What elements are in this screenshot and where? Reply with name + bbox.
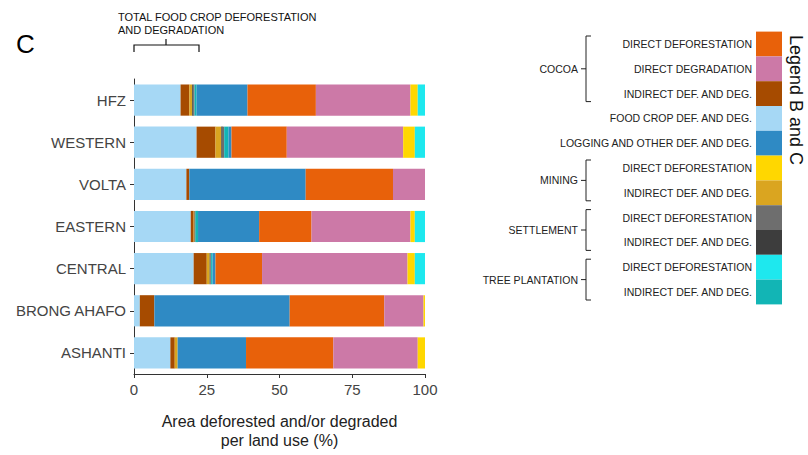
svg-text:C: C [16,29,35,59]
svg-text:DIRECT DEGRADATION: DIRECT DEGRADATION [634,63,752,75]
svg-text:INDIRECT DEF. AND DEG.: INDIRECT DEF. AND DEG. [624,286,752,298]
svg-text:Area deforested and/or degrade: Area deforested and/or degraded [162,413,398,430]
svg-text:EASTERN: EASTERN [55,218,126,235]
svg-text:INDIRECT DEF. AND DEG.: INDIRECT DEF. AND DEG. [624,236,752,248]
svg-text:CENTRAL: CENTRAL [56,260,126,277]
svg-text:VOLTA: VOLTA [79,176,126,193]
svg-text:DIRECT DEFORESTATION: DIRECT DEFORESTATION [622,162,752,174]
svg-text:50: 50 [271,381,288,398]
svg-text:INDIRECT DEF. AND DEG.: INDIRECT DEF. AND DEG. [624,88,752,100]
svg-text:DIRECT DEFORESTATION: DIRECT DEFORESTATION [622,212,752,224]
svg-text:TOTAL FOOD CROP DEFORESTATION: TOTAL FOOD CROP DEFORESTATION [118,11,319,23]
svg-text:DIRECT DEFORESTATION: DIRECT DEFORESTATION [622,261,752,273]
svg-text:DIRECT DEFORESTATION: DIRECT DEFORESTATION [622,38,752,50]
svg-text:SETTLEMENT: SETTLEMENT [509,224,579,236]
svg-text:INDIRECT DEF. AND DEG.: INDIRECT DEF. AND DEG. [624,187,752,199]
svg-text:LOGGING AND OTHER DEF. AND DEG: LOGGING AND OTHER DEF. AND DEG. [560,137,752,149]
svg-text:per land use (%): per land use (%) [221,432,338,449]
svg-text:BRONG AHAFO: BRONG AHAFO [16,302,126,319]
svg-text:COCOA: COCOA [539,63,578,75]
svg-text:WESTERN: WESTERN [51,134,126,151]
svg-text:HFZ: HFZ [97,92,126,109]
svg-text:75: 75 [344,381,361,398]
svg-text:100: 100 [412,381,437,398]
svg-text:25: 25 [198,381,215,398]
svg-text:Legend B and C: Legend B and C [786,35,806,165]
svg-text:AND DEGRADATION: AND DEGRADATION [118,24,224,36]
svg-text:FOOD CROP DEF. AND DEG.: FOOD CROP DEF. AND DEG. [610,112,752,124]
svg-text:MINING: MINING [540,174,578,186]
svg-text:ASHANTI: ASHANTI [61,344,126,361]
svg-text:0: 0 [130,381,138,398]
svg-text:TREE PLANTATION: TREE PLANTATION [483,274,578,286]
